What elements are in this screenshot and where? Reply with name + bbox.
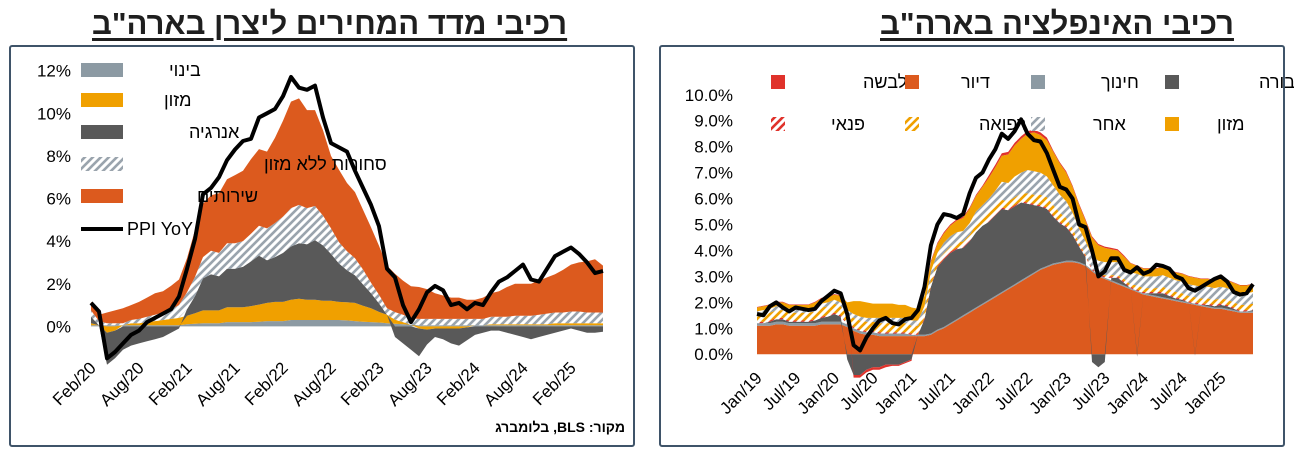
ppi-legend-swatch [81,125,123,139]
source-note: מקור: BLS, בלומברג [495,419,625,435]
ppi-y-tick-label: 6% [46,190,71,209]
cpi-area-series-6 [757,132,1253,321]
ppi-legend-label: סחורות ללא מזון [264,154,387,174]
cpi-legend-swatch [1165,75,1179,89]
cpi-legend: הלבשה דיור חינוך תחבורה פנאי רפואה אחר מזון [771,72,1294,134]
cpi-y-tick-label: 7.0% [694,164,733,183]
cpi-plot: 0.0% 1.0% 2.0% 3.0% 4.0% 5.0% 6.0% 7.0% 8.0% 9.0%… [685,86,1255,418]
ppi-legend-swatch [81,157,123,171]
cpi-area-series-0 [757,262,1253,355]
ppi-legend-swatch [81,93,123,107]
ppi-area-series-4 [91,98,603,324]
ppi-x-tick-label: Aug/22 [288,358,340,410]
ppi-x-tick-label: Feb/23 [337,358,388,409]
ppi-plot: 0% 2% 4% 6% 8% 10% 12% Feb/20Aug/20Feb/21Aug/21… [37,62,604,410]
cpi-legend-swatch [905,117,919,131]
cpi-legend-swatch [771,75,785,89]
inflation-components-chart: 0.0% 1.0% 2.0% 3.0% 4.0% 5.0% 6.0% 7.0% 8.0% 9.0%… [685,72,1294,418]
ppi-legend-swatch [81,189,123,203]
cpi-x-tick-label: Jan/21 [871,368,921,418]
ppi-line-0 [89,75,604,361]
cpi-y-tick-label: 6.0% [694,190,733,209]
right-chart-title: רכיבי האינפלציה בארה"ב [880,6,1234,41]
ppi-area-series-3 [91,204,603,326]
cpi-x-tick-label: Jan/24 [1103,368,1153,418]
ppi-y-tick-label: 4% [46,232,71,251]
cpi-area-series-2 [757,202,1253,375]
ppi-x-tick-label: Aug/23 [384,358,436,410]
cpi-legend-label: רפואה [979,114,1026,134]
inflation-components-chart-frame: 0.0% 1.0% 2.0% 3.0% 4.0% 5.0% 6.0% 7.0% 8.0% 9.0%… [659,45,1294,447]
ppi-components-chart: 0% 2% 4% 6% 8% 10% 12% Feb/20Aug/20Feb/21Aug/21… [37,60,604,410]
ppi-legend-label: בינוי [169,60,201,80]
cpi-legend-label: הלבשה [863,72,919,92]
ppi-legend-label: אנרגיה [189,122,240,142]
cpi-areas [757,129,1253,378]
cpi-legend-swatch [1031,75,1045,89]
cpi-legend-label: דיור [961,72,990,92]
cpi-legend-label: מזון [1217,114,1245,134]
left-chart-title: רכיבי מדד המחירים ליצרן בארה"ב [92,6,568,41]
ppi-y-tick-label: 10% [37,104,71,123]
cpi-x-tick-label: Jan/25 [1180,368,1230,418]
cpi-y-tick-label: 2.0% [694,293,733,312]
ppi-x-tick-label: Feb/20 [49,358,100,409]
ppi-components-chart-frame: 0% 2% 4% 6% 8% 10% 12% Feb/20 Aug/20 Feb/21 Aug/21… [9,45,635,447]
ppi-area-series-0 [91,320,603,327]
ppi-area-series-1 [91,298,603,333]
cpi-legend-label: אחר [1093,114,1126,134]
ppi-y-tick-label: 2% [46,275,71,294]
ppi-x-tick-label: Feb/24 [433,358,484,409]
cpi-y-tick-label: 8.0% [694,138,733,157]
cpi-x-tick-label: Jan/23 [1025,368,1075,418]
cpi-y-tick-label: 5.0% [694,216,733,235]
cpi-legend-swatch [905,75,919,89]
ppi-legend-label: שירותים [197,186,258,206]
ppi-areas [91,98,603,365]
cpi-legend-label: תחבורה [1259,72,1294,92]
cpi-y-tick-label: 1.0% [694,319,733,338]
cpi-legend-label: פנאי [831,114,865,134]
ppi-area-series-2 [91,240,603,365]
ppi-legend-label: מזון [164,90,192,110]
cpi-line-0 [756,117,1255,353]
ppi-x-tick-label: Aug/21 [192,358,244,410]
ppi-y-tick-label: 8% [46,147,71,166]
ppi-y-tick-label: 12% [37,62,71,81]
ppi-x-tick-label: Feb/21 [145,358,196,409]
cpi-y-tick-label: 3.0% [694,267,733,286]
ppi-legend-label: PPI YoY [127,219,193,239]
cpi-legend-swatch [771,117,785,131]
ppi-y-tick-label: 0% [46,317,71,336]
cpi-y-tick-label: 10.0% [685,86,733,105]
cpi-x-tick-label: Jan/22 [948,368,998,418]
cpi-legend-swatch [1165,117,1179,131]
cpi-area-series-4 [757,193,1253,334]
cpi-x-tick-label: Jan/19 [716,368,766,418]
cpi-legend-swatch [1031,117,1045,131]
cpi-y-tick-label: 9.0% [694,112,733,131]
ppi-legend-swatch [81,63,123,77]
ppi-legend: בינוי מזון אנרגיה סחורות ללא מזון שירותיםPPI… [81,60,387,239]
ppi-x-tick-label: Feb/25 [529,358,580,409]
cpi-x-tick-label: Jan/20 [794,368,844,418]
cpi-area-series-3 [757,201,1253,335]
cpi-y-tick-label: 4.0% [694,241,733,260]
ppi-x-tick-label: Aug/20 [96,358,148,410]
cpi-legend-label: חינוך [1101,72,1139,92]
ppi-x-tick-label: Aug/24 [480,358,532,410]
ppi-x-tick-label: Feb/22 [241,358,292,409]
cpi-y-tick-label: 0.0% [694,345,733,364]
